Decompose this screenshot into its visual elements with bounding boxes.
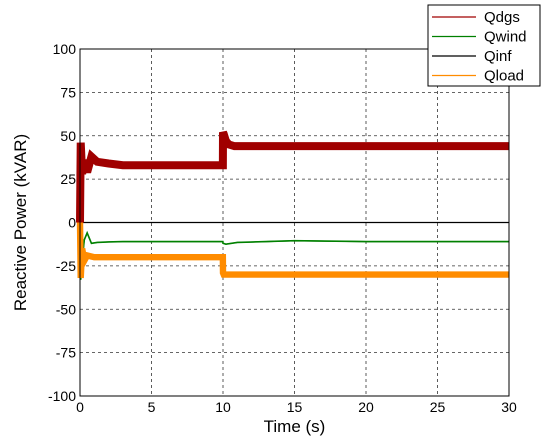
y-tick-label: -50	[56, 301, 76, 317]
series-line-qwind	[79, 222, 509, 280]
y-axis-title: Reactive Power (kVAR)	[11, 134, 30, 311]
x-tick-label: 10	[215, 399, 231, 415]
legend-label-qdgs: Qdgs	[484, 9, 520, 26]
legend-box	[427, 4, 541, 87]
y-tick-label: 75	[60, 84, 76, 100]
x-axis-title: Time (s)	[264, 417, 326, 436]
y-tick-label: -75	[56, 345, 76, 361]
y-tick-label: 0	[68, 215, 76, 231]
y-tick-label: -25	[56, 258, 76, 274]
series-line-qdgs	[79, 132, 509, 223]
grid-lines	[80, 49, 509, 396]
x-tick-label: 20	[358, 399, 374, 415]
x-tick-label: 30	[501, 399, 517, 415]
series-line-qload	[79, 222, 509, 279]
x-tick-label: 25	[430, 399, 446, 415]
axis-ticks: 0 5 10 15 20 25 30 100 75 50 25 0 -25 -50 -75 -100	[48, 41, 517, 415]
y-tick-label: 50	[60, 128, 76, 144]
x-tick-label: 15	[287, 399, 303, 415]
plot-area-frame	[79, 48, 510, 397]
y-tick-label: 100	[53, 41, 77, 57]
x-tick-label: 0	[76, 399, 84, 415]
series-lines	[76, 130, 509, 280]
y-tick-label: 25	[60, 171, 76, 187]
legend-label-qinf: Qinf	[484, 48, 512, 65]
legend-label-qload: Qload	[484, 68, 524, 85]
x-tick-label: 5	[148, 399, 156, 415]
y-tick-label: -100	[48, 388, 76, 404]
legend-label-qwind: Qwind	[484, 29, 527, 46]
legend: Qdgs Qwind Qinf Qload	[427, 4, 541, 87]
